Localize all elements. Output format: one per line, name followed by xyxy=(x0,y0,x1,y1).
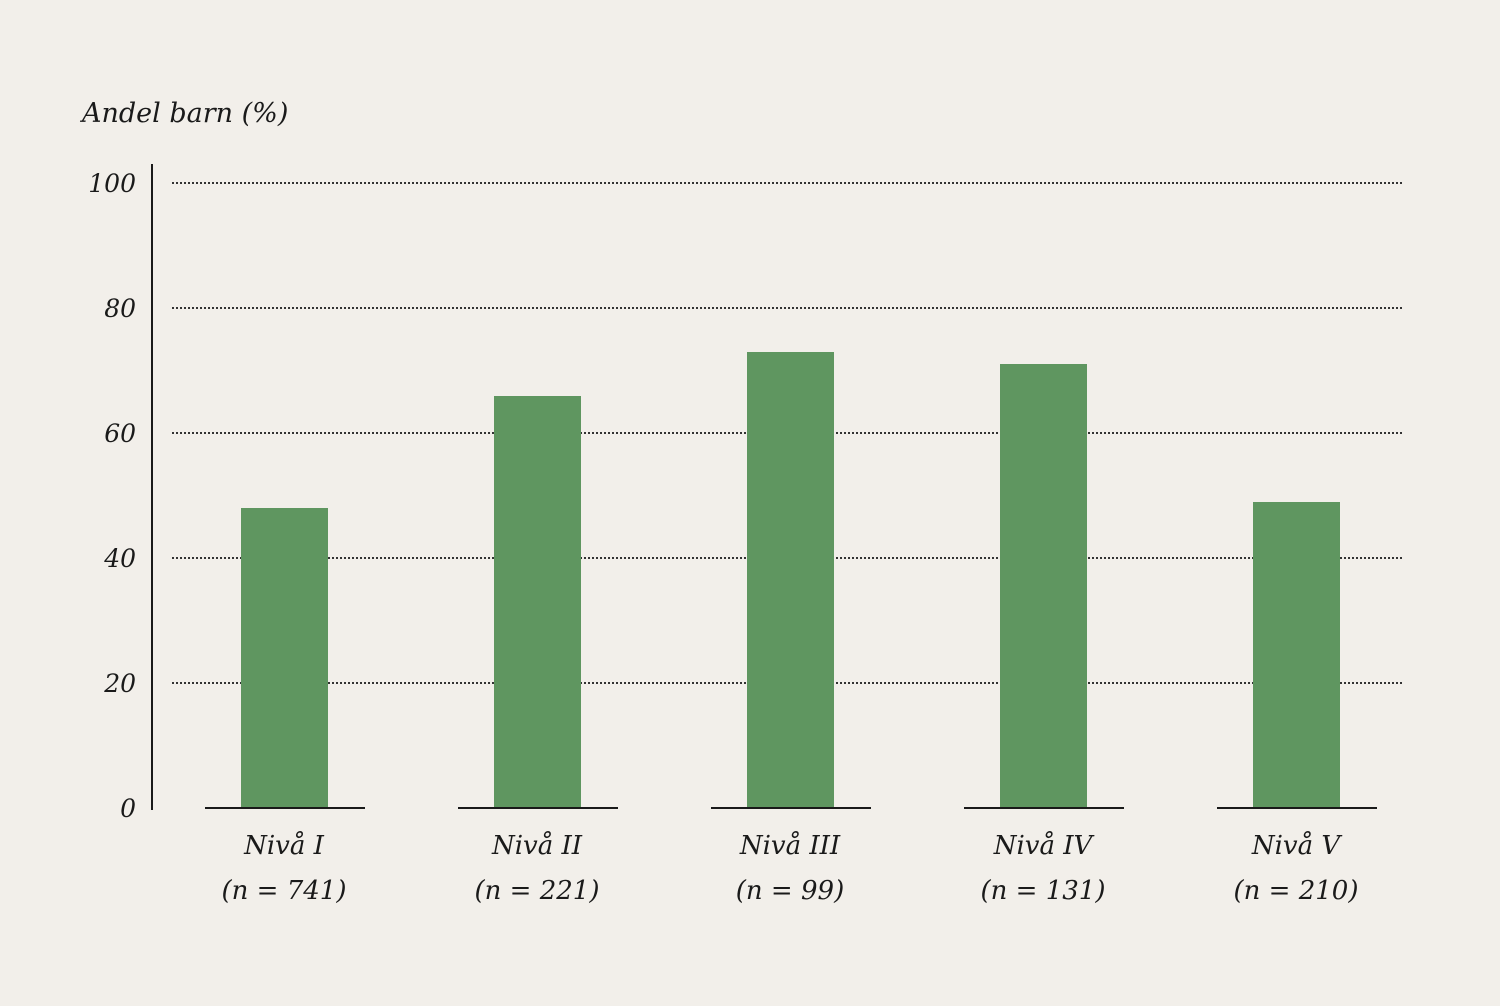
sample-size-label: (n = 221) xyxy=(474,876,600,906)
category-baseline xyxy=(458,807,618,809)
y-tick-label: 40 xyxy=(104,544,136,573)
category-baseline xyxy=(1217,807,1377,809)
y-tick-label: 0 xyxy=(120,794,136,823)
category-baseline xyxy=(964,807,1124,809)
y-tick-label: 20 xyxy=(104,669,136,698)
sample-size-label: (n = 210) xyxy=(1233,876,1359,906)
category-label: Nivå IV xyxy=(993,831,1093,861)
sample-size-label: (n = 131) xyxy=(980,876,1106,906)
category-label: Nivå V xyxy=(1251,831,1341,861)
bar xyxy=(494,395,581,808)
gridline xyxy=(172,182,1402,184)
gridline xyxy=(172,307,1402,309)
category-baseline xyxy=(711,807,871,809)
bar xyxy=(1253,501,1340,808)
bar xyxy=(1000,364,1087,808)
y-axis-line xyxy=(151,164,153,810)
y-tick-label: 60 xyxy=(104,419,136,448)
category-baseline xyxy=(205,807,365,809)
category-label: Nivå III xyxy=(739,831,841,861)
sample-size-label: (n = 99) xyxy=(735,876,845,906)
category-label: Nivå II xyxy=(491,831,583,861)
y-tick-label: 80 xyxy=(104,294,136,323)
bar xyxy=(747,351,834,808)
category-label: Nivå I xyxy=(244,831,324,861)
y-axis-label: Andel barn (%) xyxy=(82,98,289,129)
bar xyxy=(241,508,328,808)
y-tick-label: 100 xyxy=(88,169,136,198)
sample-size-label: (n = 741) xyxy=(221,876,347,906)
